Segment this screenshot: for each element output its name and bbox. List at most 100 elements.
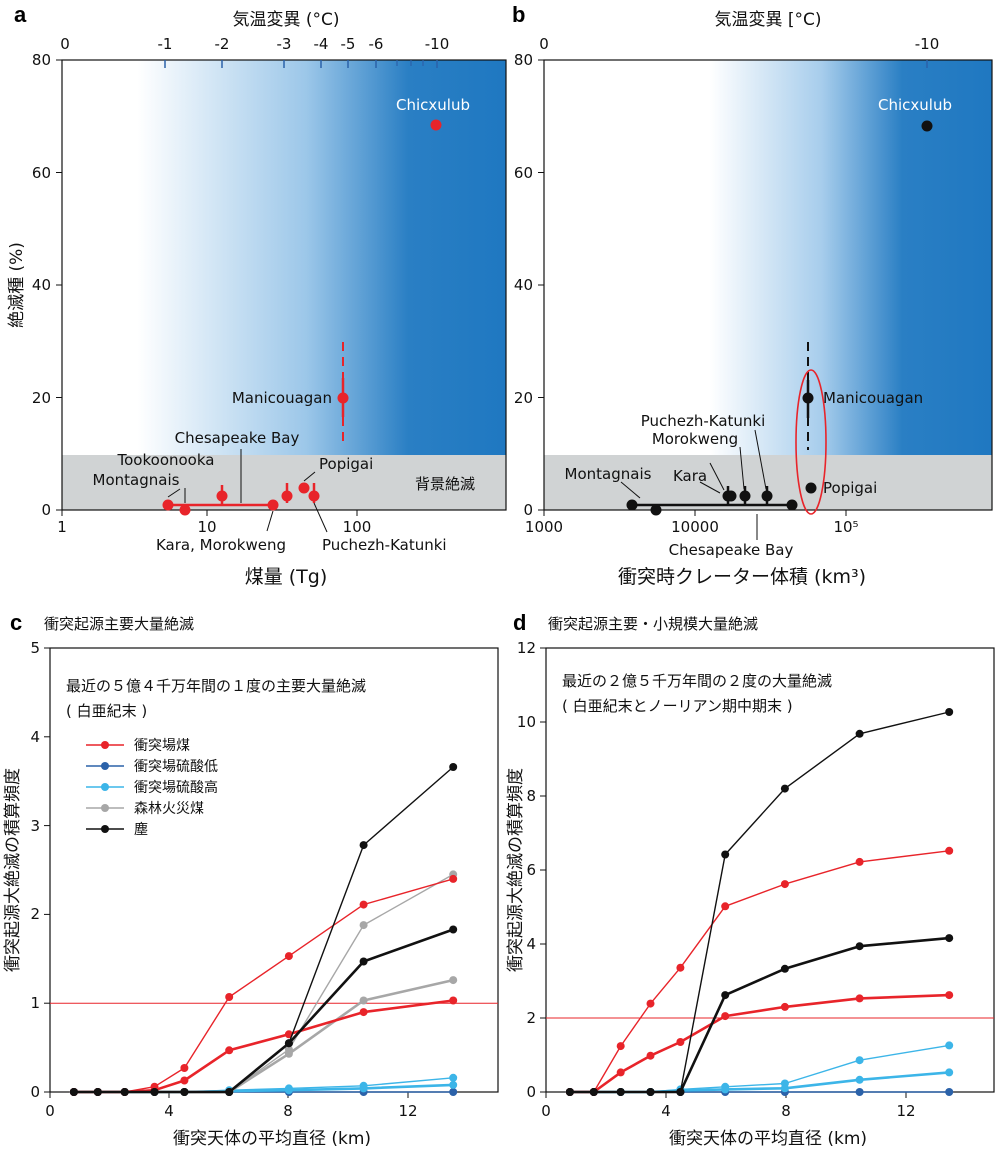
panel-c-series-6-point-8 bbox=[449, 1073, 458, 1082]
panel-c-y-tick-4: 4 bbox=[30, 728, 40, 746]
panel-b-y-tick-marks bbox=[538, 59, 544, 511]
panel-b-label-popigai: Popigai bbox=[823, 479, 877, 497]
panel-a-label-kara-morokweng: Kara, Morokweng bbox=[156, 536, 286, 554]
legend-item-wildfire-soot: 森林火災煤 bbox=[86, 801, 204, 817]
panel-a-y-tick-0: 0 bbox=[41, 501, 51, 519]
panel-a-x-tick-10: 10 bbox=[197, 518, 216, 536]
panel-b-label-puchezh: Puchezh-Katunki bbox=[641, 412, 766, 430]
panel-d-series-1-point-8 bbox=[945, 991, 954, 1000]
panel-a: a 気温変異 (°C) 背景絶滅 0 -1 -2 -3 -4 -5 -6 -10 bbox=[7, 2, 507, 588]
panel-a-point-chesapeake bbox=[281, 490, 293, 502]
panel-d-series-0-line bbox=[569, 850, 950, 1093]
panel-c-y-tick-1: 1 bbox=[30, 994, 40, 1012]
panel-c-series-5-point-2 bbox=[120, 1088, 129, 1096]
panel-d-series-1-point-7 bbox=[855, 994, 864, 1003]
panel-c-series-4-point-7 bbox=[359, 841, 368, 850]
panel-c-series-0-point-8 bbox=[449, 874, 458, 883]
panel-d-x-tick-12: 12 bbox=[896, 1102, 915, 1120]
panel-d-y-tick-8: 8 bbox=[526, 787, 536, 805]
panel-d-y-tick-4: 4 bbox=[526, 935, 536, 953]
panel-d-subtitle-2: ( 白亜紀末とノーリアン期中期末 ) bbox=[562, 697, 793, 715]
panel-d-series-0-point-4 bbox=[676, 963, 685, 972]
panel-d-series-1-point-4 bbox=[676, 1038, 685, 1046]
panel-c-series-5-point-1 bbox=[93, 1088, 102, 1096]
panel-c-y-tick-2: 2 bbox=[30, 905, 40, 923]
panel-c-series-3-point-6 bbox=[284, 1049, 293, 1058]
panel-a-background-label: 背景絶滅 bbox=[415, 475, 475, 493]
panel-b-point-chicxulub bbox=[921, 120, 933, 132]
panel-a-y-tick-20: 20 bbox=[32, 389, 51, 407]
panel-d-series-5-point-6 bbox=[780, 1084, 789, 1093]
panel-d-series-0-point-2 bbox=[616, 1042, 625, 1051]
panel-c-series-0-point-4 bbox=[180, 1064, 189, 1072]
panel-b-top-tick-10: -10 bbox=[915, 35, 940, 53]
panel-a-points bbox=[162, 119, 442, 516]
panel-c-series-4-line bbox=[73, 766, 454, 1093]
panel-a-top-tick-5: -5 bbox=[341, 35, 356, 53]
panel-c-series-7-point-7 bbox=[359, 1084, 368, 1093]
panel-c-subtitle-1: 最近の５億４千万年間の１度の主要大量絶滅 bbox=[66, 677, 366, 695]
panel-a-top-tick-7: -10 bbox=[425, 35, 450, 53]
panel-d-series-2-point-7 bbox=[855, 729, 864, 738]
panel-d-series-1-point-6 bbox=[780, 1002, 789, 1011]
panel-a-top-tick-0: 0 bbox=[60, 35, 70, 53]
panel-b-label-montagnais: Montagnais bbox=[565, 465, 652, 483]
panel-b-label-manicouagan: Manicouagan bbox=[823, 389, 923, 407]
legend-item-impact-soot: 衝突場煤 bbox=[86, 738, 190, 754]
panel-d-series-3-point-4 bbox=[676, 1088, 685, 1096]
panel-c-y-label: 衝突起源大絶滅の積算頻度 bbox=[3, 768, 23, 972]
panel-c-y-tick-0: 0 bbox=[30, 1083, 40, 1101]
panel-a-top-ticks bbox=[164, 60, 438, 68]
panel-b-x-tick-1000: 1000 bbox=[525, 518, 563, 536]
panel-a-top-tick-3: -3 bbox=[277, 35, 292, 53]
panel-c-series-2-line bbox=[73, 873, 454, 1093]
panel-b-y-tick-20: 20 bbox=[514, 389, 533, 407]
panel-a-point-chicxulub bbox=[430, 119, 442, 131]
panel-c-series-7-point-6 bbox=[284, 1086, 293, 1095]
panel-a-top-tick-2: -2 bbox=[215, 35, 230, 53]
panel-b-point-zero bbox=[650, 504, 662, 516]
panel-d-series-1-point-3 bbox=[646, 1051, 655, 1060]
panel-c-letter: c bbox=[10, 610, 22, 635]
panel-c-series-0-line bbox=[73, 878, 454, 1093]
panel-a-label-manicouagan: Manicouagan bbox=[232, 389, 332, 407]
panel-b-point-chesapeake bbox=[786, 499, 798, 511]
panel-a-label-chesapeake: Chesapeake Bay bbox=[175, 429, 300, 447]
panel-c-y-tick-3: 3 bbox=[30, 817, 40, 835]
panel-c-series-5-point-3 bbox=[150, 1088, 159, 1096]
panel-a-x-label: 煤量 (Tg) bbox=[245, 566, 328, 588]
panel-a-top-axis-label: 気温変異 (°C) bbox=[232, 10, 339, 30]
panel-a-top-tick-6: -6 bbox=[369, 35, 384, 53]
panel-b-top-tick-0: 0 bbox=[539, 35, 549, 53]
panel-d-y-tick-marks bbox=[540, 647, 546, 1093]
legend-label-sulfate-low: 衝突場硫酸低 bbox=[134, 759, 218, 775]
panel-d-series-3-point-3 bbox=[646, 1088, 655, 1096]
panel-d-series-6-point-7 bbox=[855, 1088, 864, 1096]
panel-c-series-1-point-4 bbox=[180, 1076, 189, 1085]
legend-label-dust: 塵 bbox=[134, 821, 148, 838]
panel-d-x-tick-8: 8 bbox=[781, 1102, 791, 1120]
panel-b-y-tick-80: 80 bbox=[514, 51, 533, 69]
panel-b-point-tookoonooka bbox=[725, 490, 737, 502]
panel-a-y-tick-80: 80 bbox=[32, 51, 51, 69]
panel-b-label-kara: Kara bbox=[673, 467, 707, 485]
panel-b-point-montagnais bbox=[626, 499, 638, 511]
panel-d-y-tick-12: 12 bbox=[517, 639, 536, 657]
panel-d-title: 衝突起源主要・小規模大量絶滅 bbox=[548, 615, 758, 633]
panel-a-x-tick-marks bbox=[61, 510, 358, 516]
panel-d-series-2-line bbox=[569, 711, 950, 1093]
panel-a-point-puchezh bbox=[308, 490, 320, 502]
panel-a-top-tick-1: -1 bbox=[158, 35, 173, 53]
panel-c-title: 衝突起源主要大量絶滅 bbox=[44, 615, 194, 633]
panel-d-x-tick-0: 0 bbox=[541, 1102, 551, 1120]
panel-c-series-1-line bbox=[73, 999, 454, 1094]
panel-d-series-3-point-7 bbox=[855, 942, 864, 951]
panel-d-y-tick-0: 0 bbox=[526, 1083, 536, 1101]
panel-a-label-montagnais: Montagnais bbox=[93, 471, 180, 489]
panel-c-series bbox=[69, 763, 458, 1096]
panel-c-y-tick-marks bbox=[44, 647, 50, 1093]
panel-c-series-8-point-8 bbox=[449, 1088, 458, 1096]
panel-b-label-chicxulub: Chicxulub bbox=[878, 96, 952, 114]
panel-b-points bbox=[626, 120, 933, 516]
